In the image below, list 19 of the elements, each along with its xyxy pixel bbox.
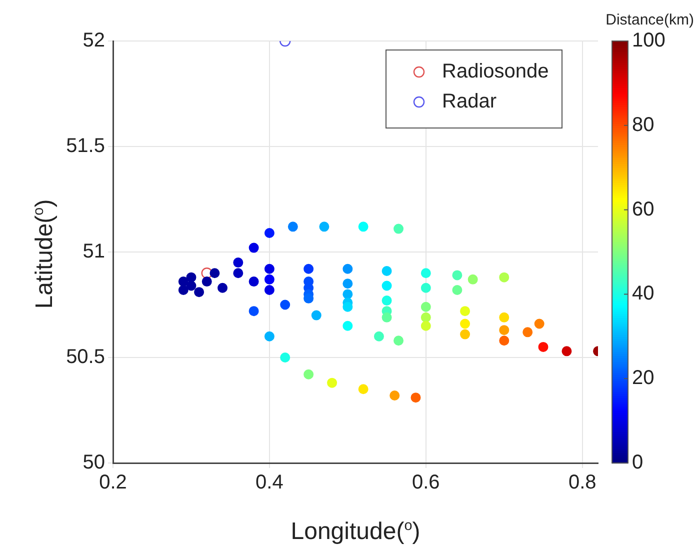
color-bar-label: 40 (632, 282, 654, 305)
color-bar-label: 20 (632, 367, 654, 390)
y-tick-label: 52 (82, 30, 105, 52)
color-bar-title: Distance(km) (606, 12, 694, 29)
y-tick-label: 51 (82, 240, 105, 263)
x-tick-label: 0.4 (256, 472, 284, 494)
color-bar-label: 0 (632, 452, 644, 474)
x-axis-title: Longitude($^{o}$) (290, 518, 422, 546)
legend-label: Radar (442, 90, 497, 113)
y-tick-label: 50.5 (66, 346, 105, 368)
color-bar-label: 80 (632, 114, 654, 136)
legend-label: Radiosonde (442, 60, 549, 83)
x-tick-label: 0.6 (412, 472, 440, 494)
y-tick-label: 51.5 (66, 135, 105, 158)
color-bar-label: 100 (632, 30, 666, 52)
x-tick-label: 0.2 (99, 472, 127, 494)
y-tick-label: 50 (82, 452, 105, 474)
color-bar-label: 60 (632, 198, 654, 220)
x-tick-label: 0.8 (568, 472, 596, 494)
